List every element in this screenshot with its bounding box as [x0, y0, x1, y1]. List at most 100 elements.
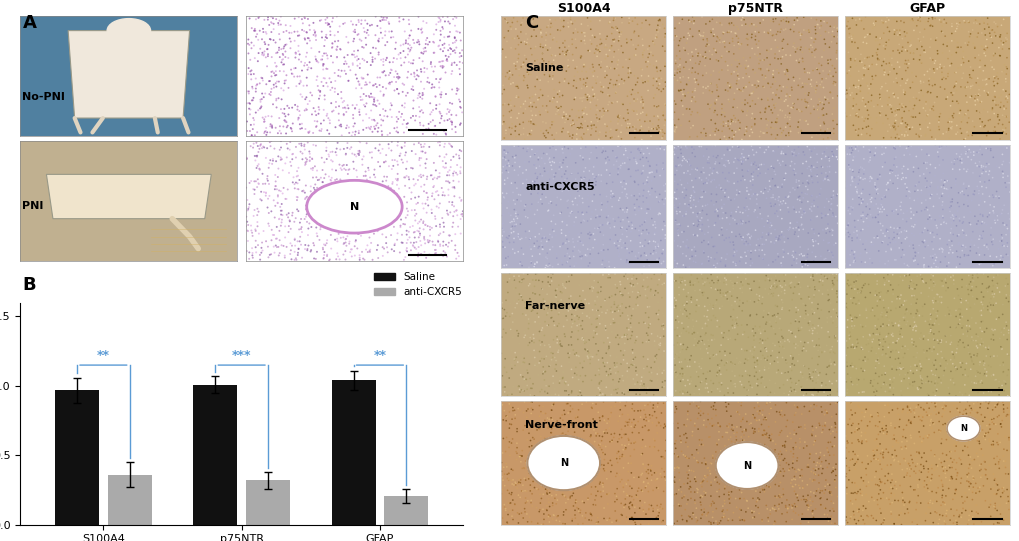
Point — [335, 144, 352, 153]
Point — [564, 478, 580, 487]
Point — [893, 114, 909, 123]
Point — [638, 389, 654, 398]
Point — [920, 467, 936, 476]
Point — [375, 68, 391, 77]
Point — [974, 338, 990, 347]
Point — [444, 212, 461, 221]
Point — [254, 50, 270, 59]
Point — [307, 52, 323, 61]
Point — [400, 183, 417, 192]
Point — [363, 93, 379, 101]
Point — [346, 25, 363, 34]
Point — [884, 384, 901, 392]
Point — [944, 211, 960, 220]
Point — [629, 279, 645, 288]
Point — [820, 333, 837, 341]
Point — [576, 32, 592, 41]
Point — [958, 196, 974, 205]
Point — [877, 41, 894, 50]
Point — [930, 63, 947, 71]
Point — [867, 362, 883, 371]
Point — [667, 350, 684, 359]
Point — [997, 470, 1013, 478]
Point — [873, 478, 890, 486]
Point — [655, 424, 672, 432]
Point — [544, 141, 560, 150]
Point — [664, 153, 681, 162]
Point — [566, 483, 582, 492]
Point — [398, 226, 415, 235]
Point — [732, 358, 748, 367]
Point — [657, 305, 674, 314]
Point — [648, 77, 664, 85]
Point — [759, 29, 775, 38]
Point — [551, 50, 568, 58]
Point — [869, 217, 886, 226]
Point — [693, 506, 709, 514]
Point — [848, 234, 864, 242]
Point — [995, 104, 1011, 113]
Point — [559, 399, 576, 408]
Point — [889, 210, 905, 219]
Point — [639, 204, 655, 213]
Point — [809, 105, 825, 114]
Point — [891, 49, 907, 57]
Point — [875, 66, 892, 75]
Point — [721, 145, 738, 154]
Point — [578, 110, 594, 118]
Point — [709, 385, 726, 393]
Point — [339, 170, 356, 179]
Point — [726, 372, 742, 380]
Point — [944, 433, 960, 442]
Point — [573, 37, 589, 45]
Point — [985, 260, 1002, 268]
Point — [681, 296, 697, 305]
Point — [932, 298, 949, 307]
Point — [733, 321, 749, 329]
Point — [926, 399, 943, 407]
Point — [808, 172, 824, 181]
Point — [558, 174, 575, 183]
Point — [820, 425, 837, 434]
Point — [822, 423, 839, 431]
Point — [683, 165, 699, 174]
Point — [933, 353, 950, 362]
Point — [950, 111, 966, 120]
Point — [816, 95, 833, 104]
Point — [960, 322, 976, 331]
Point — [252, 27, 268, 35]
Point — [551, 209, 568, 217]
Point — [694, 492, 710, 501]
Point — [702, 190, 718, 199]
Point — [804, 464, 820, 473]
Point — [340, 104, 357, 113]
Point — [516, 383, 532, 392]
Point — [809, 375, 825, 384]
Point — [450, 95, 467, 104]
Point — [945, 401, 961, 410]
Point — [828, 385, 845, 394]
Point — [875, 412, 892, 421]
Point — [573, 120, 589, 128]
Point — [425, 183, 441, 192]
Point — [640, 187, 656, 196]
Point — [345, 164, 362, 173]
Point — [597, 442, 613, 451]
Point — [766, 341, 783, 350]
Point — [678, 421, 694, 430]
Point — [286, 180, 303, 188]
Point — [626, 122, 642, 131]
Point — [633, 471, 649, 479]
Point — [851, 485, 867, 494]
Point — [962, 220, 978, 229]
Point — [515, 408, 531, 417]
Point — [979, 127, 996, 136]
Point — [616, 332, 633, 341]
Point — [574, 238, 590, 247]
Point — [812, 31, 828, 40]
Text: N: N — [350, 202, 359, 212]
Point — [589, 487, 605, 496]
Point — [592, 57, 608, 66]
Point — [898, 296, 914, 305]
Point — [900, 374, 916, 382]
